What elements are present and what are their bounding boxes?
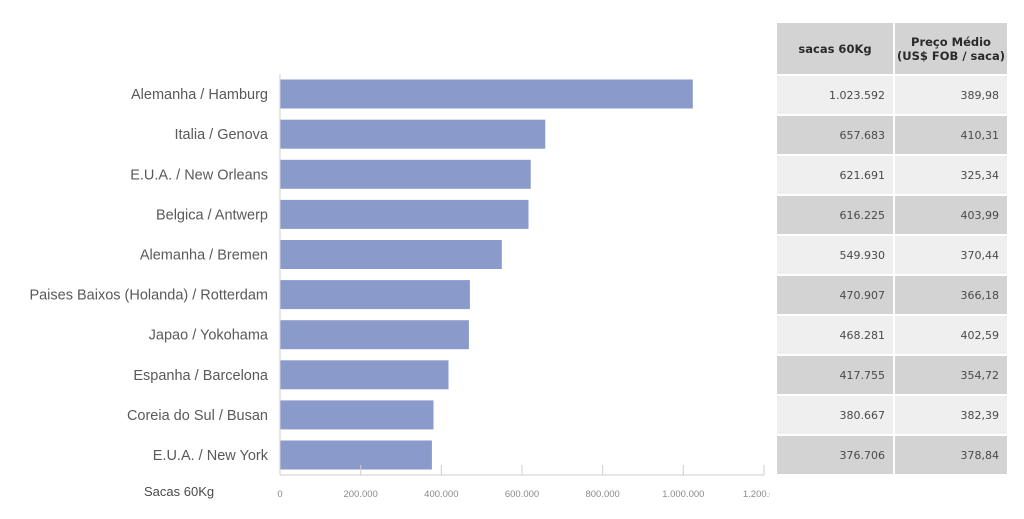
bar	[280, 320, 469, 350]
x-tick-label: 200.000	[343, 489, 377, 500]
cell-preco-medio: 378,84	[895, 436, 1007, 474]
cell-preco-medio: 389,98	[895, 76, 1007, 114]
x-tick-label: 400.000	[424, 489, 458, 500]
bar	[280, 79, 693, 109]
cell-preco-medio: 382,39	[895, 396, 1007, 434]
column-header-preco-medio: Preço Médio (US$ FOB / saca)	[895, 23, 1007, 74]
cell-sacas: 470.907	[777, 276, 893, 314]
category-label: E.U.A. / New York	[153, 448, 269, 464]
category-label: Belgica / Antwerp	[156, 207, 268, 223]
table-row: 1.023.592 389,98	[777, 76, 1007, 114]
category-label: Alemanha / Bremen	[140, 248, 268, 264]
cell-sacas: 621.691	[777, 156, 893, 194]
x-tick-label: 0	[277, 489, 282, 500]
bar	[280, 119, 546, 149]
bar	[280, 400, 434, 430]
cell-preco-medio: 370,44	[895, 236, 1007, 274]
cell-sacas: 657.683	[777, 116, 893, 154]
cell-sacas: 380.667	[777, 396, 893, 434]
table-row: 376.706 378,84	[777, 436, 1007, 474]
cell-sacas: 468.281	[777, 316, 893, 354]
cell-sacas: 549.930	[777, 236, 893, 274]
bars-group	[280, 79, 693, 470]
x-tick-label: 1.200.000	[743, 489, 770, 500]
x-tick-label: 600.000	[505, 489, 539, 500]
bar	[280, 440, 432, 470]
cell-sacas: 417.755	[777, 356, 893, 394]
bar	[280, 240, 502, 269]
cell-preco-medio: 410,31	[895, 116, 1007, 154]
cell-sacas: 376.706	[777, 436, 893, 474]
table-row: 470.907 366,18	[777, 276, 1007, 314]
cell-preco-medio: 366,18	[895, 276, 1007, 314]
category-label: Italia / Genova	[175, 127, 269, 143]
cell-preco-medio: 354,72	[895, 356, 1007, 394]
table-row: 468.281 402,59	[777, 316, 1007, 354]
cell-sacas: 616.225	[777, 196, 893, 234]
table-body: 1.023.592 389,98 657.683 410,31 621.691 325,3…	[777, 76, 1007, 474]
table-row: 417.755 354,72	[777, 356, 1007, 394]
bar	[280, 159, 531, 189]
table-row: 380.667 382,39	[777, 396, 1007, 434]
cell-preco-medio: 402,59	[895, 316, 1007, 354]
category-labels: Alemanha / Hamburg Italia / Genova E.U.A. …	[29, 87, 268, 464]
bar	[280, 360, 449, 390]
bar-chart: Alemanha / Hamburg Italia / Genova E.U.A. …	[29, 74, 770, 500]
category-label: Coreia do Sul / Busan	[127, 408, 268, 424]
cell-sacas: 1.023.592	[777, 76, 893, 114]
category-label: Paises Baixos (Holanda) / Rotterdam	[29, 288, 268, 304]
category-label: Japao / Yokohama	[149, 328, 269, 344]
table-header-row: sacas 60Kg Preço Médio (US$ FOB / saca)	[777, 23, 1007, 74]
x-tick-label: 800.000	[585, 489, 619, 500]
bar	[280, 199, 529, 229]
cell-preco-medio: 325,34	[895, 156, 1007, 194]
table-row: 549.930 370,44	[777, 236, 1007, 274]
bar	[280, 280, 470, 310]
x-tick-label: 1.000.000	[662, 489, 704, 500]
category-label: Alemanha / Hamburg	[131, 87, 268, 103]
table-row: 616.225 403,99	[777, 196, 1007, 234]
table-row: 657.683 410,31	[777, 116, 1007, 154]
table-row: 621.691 325,34	[777, 156, 1007, 194]
cell-preco-medio: 403,99	[895, 196, 1007, 234]
x-axis-ticks: 0 200.000 400.000 600.000 800.000 1.000.000 1.…	[277, 465, 770, 500]
x-axis-title: Sacas 60Kg	[144, 484, 214, 499]
column-header-sacas: sacas 60Kg	[777, 23, 893, 74]
category-label: E.U.A. / New Orleans	[130, 167, 268, 183]
category-label: Espanha / Barcelona	[133, 368, 269, 384]
data-table: sacas 60Kg Preço Médio (US$ FOB / saca) 1…	[775, 21, 1009, 476]
